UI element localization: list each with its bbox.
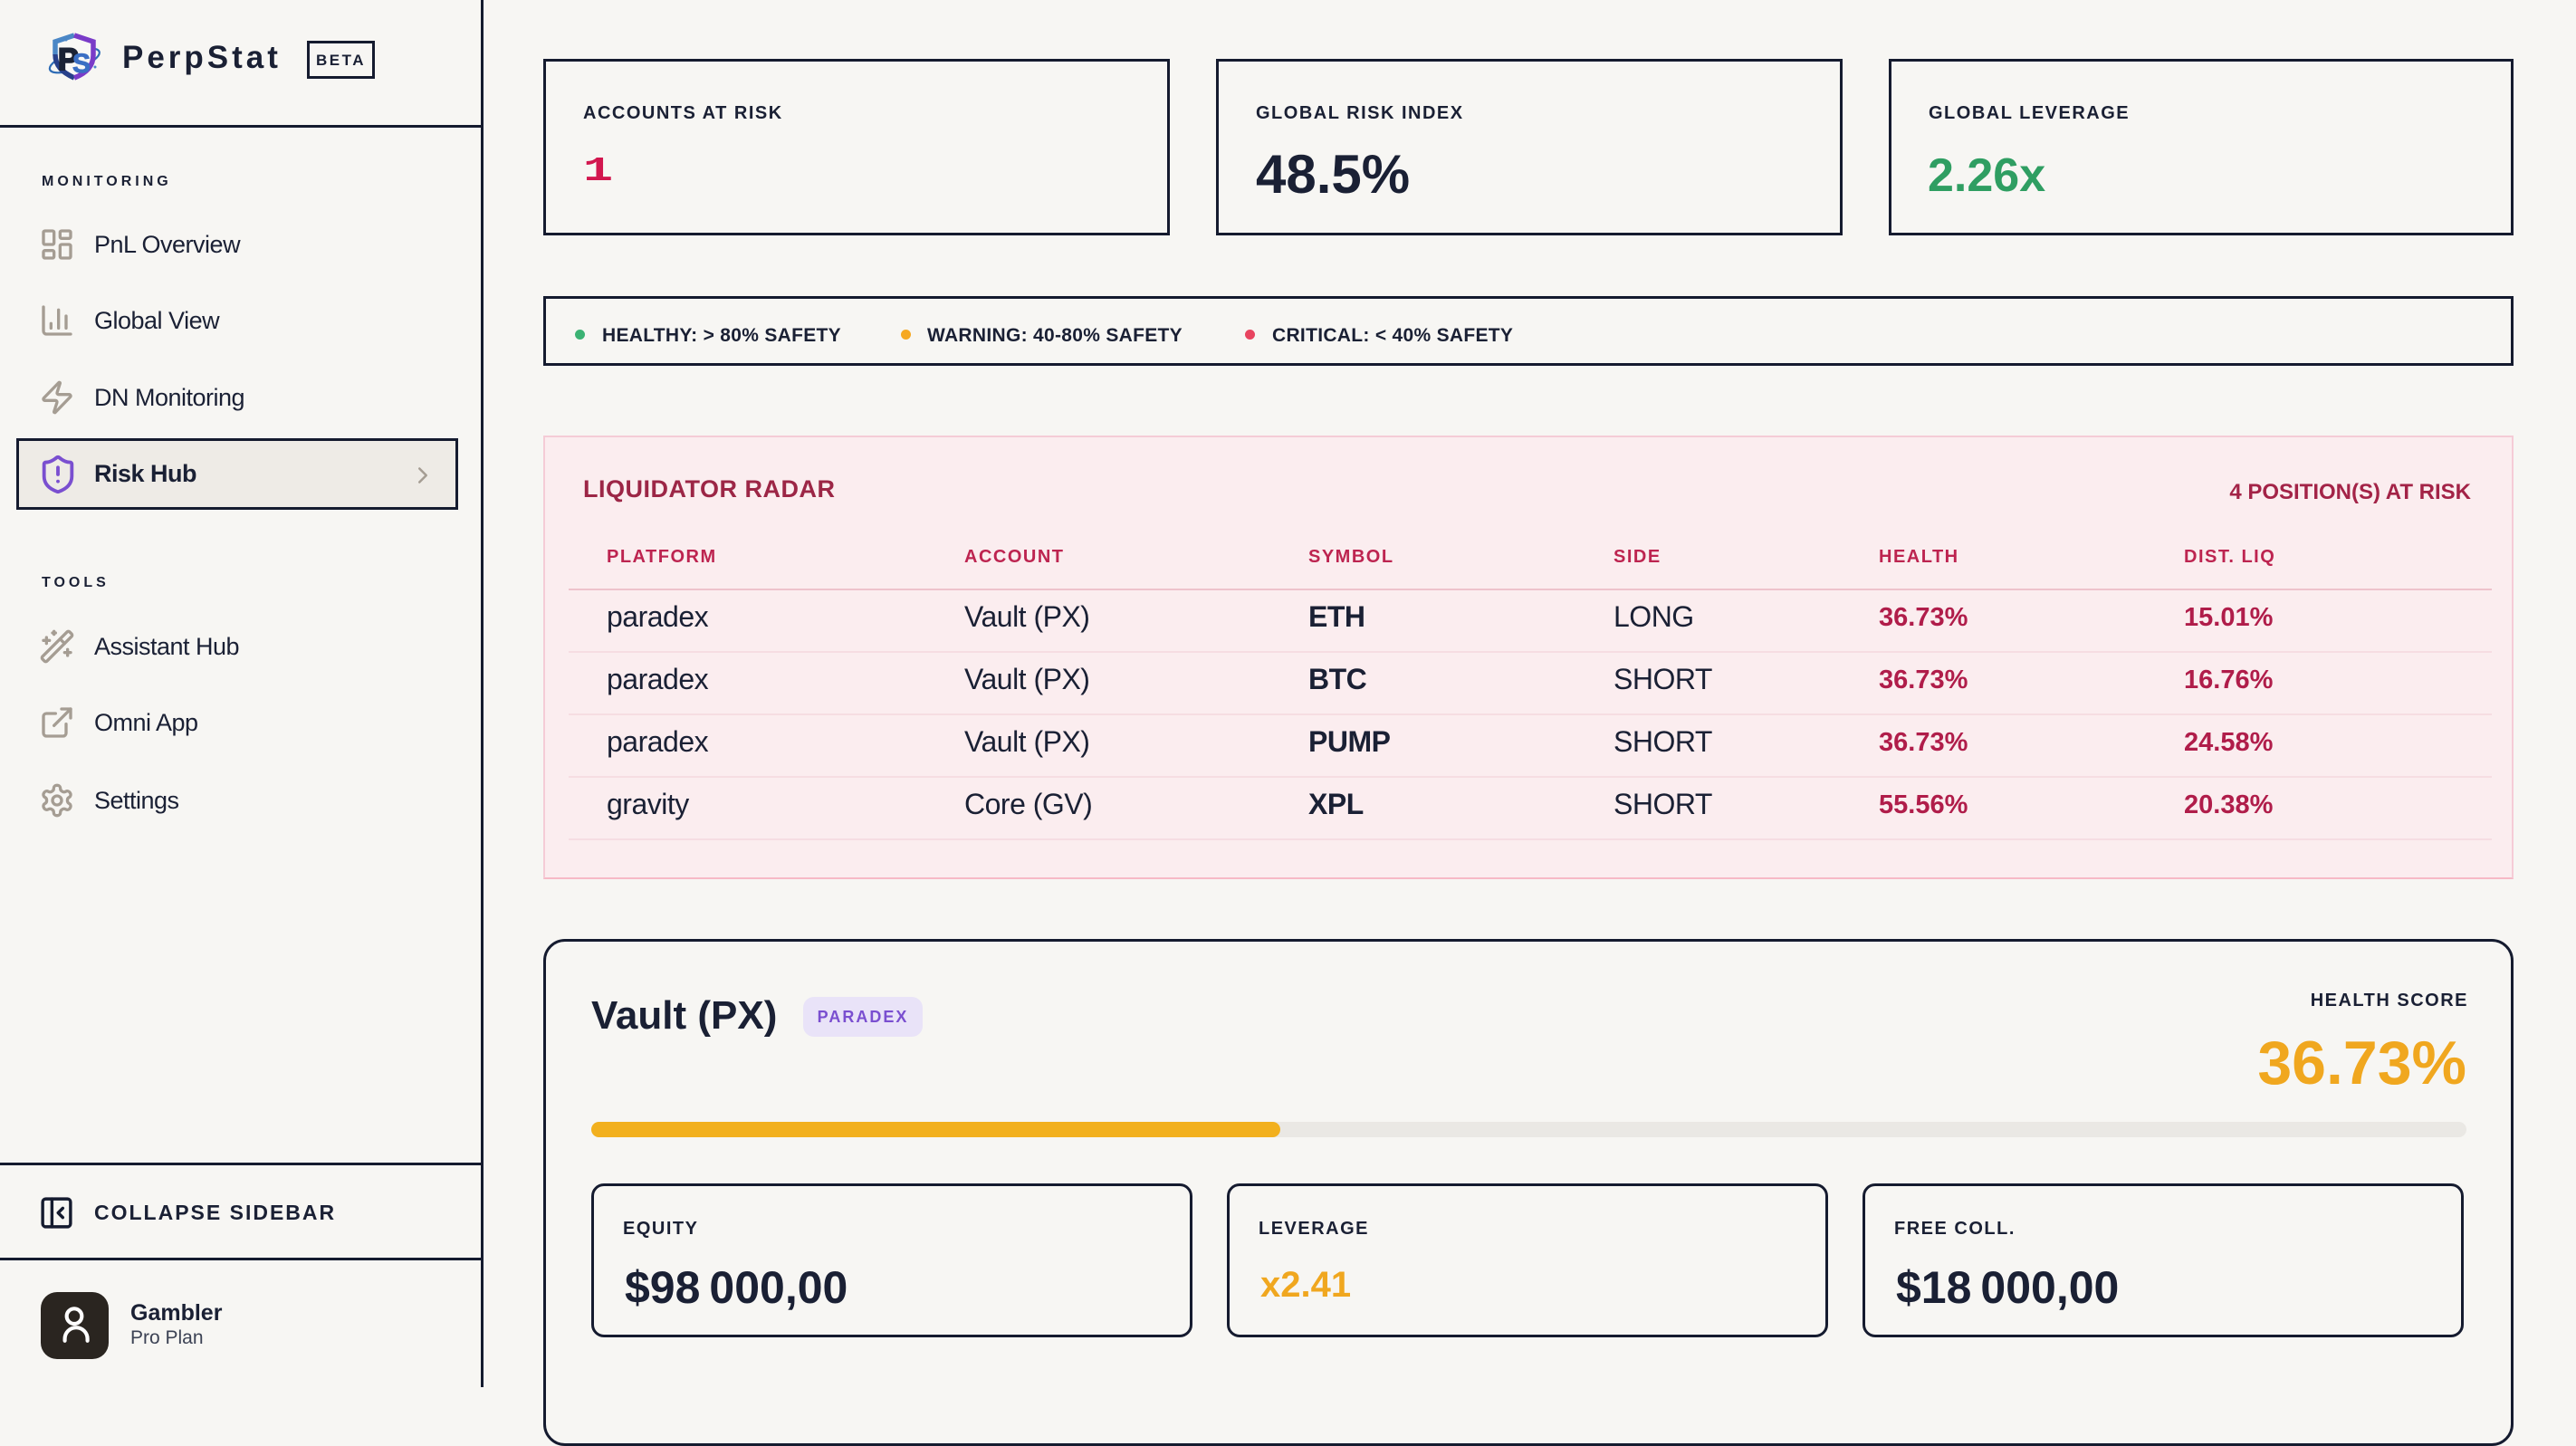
svg-text:S: S [72,49,91,79]
svg-text:P: P [58,43,79,77]
